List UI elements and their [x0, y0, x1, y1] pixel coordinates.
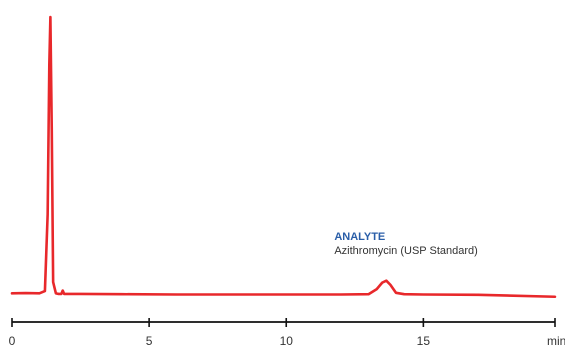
x-tick-label: 10 [280, 334, 294, 348]
analyte-annotation: ANALYTE Azithromycin (USP Standard) [334, 231, 477, 257]
chromatogram-trace [10, 15, 557, 299]
x-axis-unit-label: min [547, 334, 565, 348]
x-axis-ticks: 0 5 10 15 [9, 318, 556, 348]
x-axis: 0 5 10 15 min [9, 318, 565, 348]
analyte-annotation-text: Azithromycin (USP Standard) [334, 245, 477, 257]
x-tick-label: 15 [417, 334, 431, 348]
x-tick-label: 5 [146, 334, 153, 348]
analyte-annotation-title: ANALYTE [334, 231, 385, 243]
plot-area [10, 15, 557, 299]
x-tick-label: 0 [9, 334, 16, 348]
